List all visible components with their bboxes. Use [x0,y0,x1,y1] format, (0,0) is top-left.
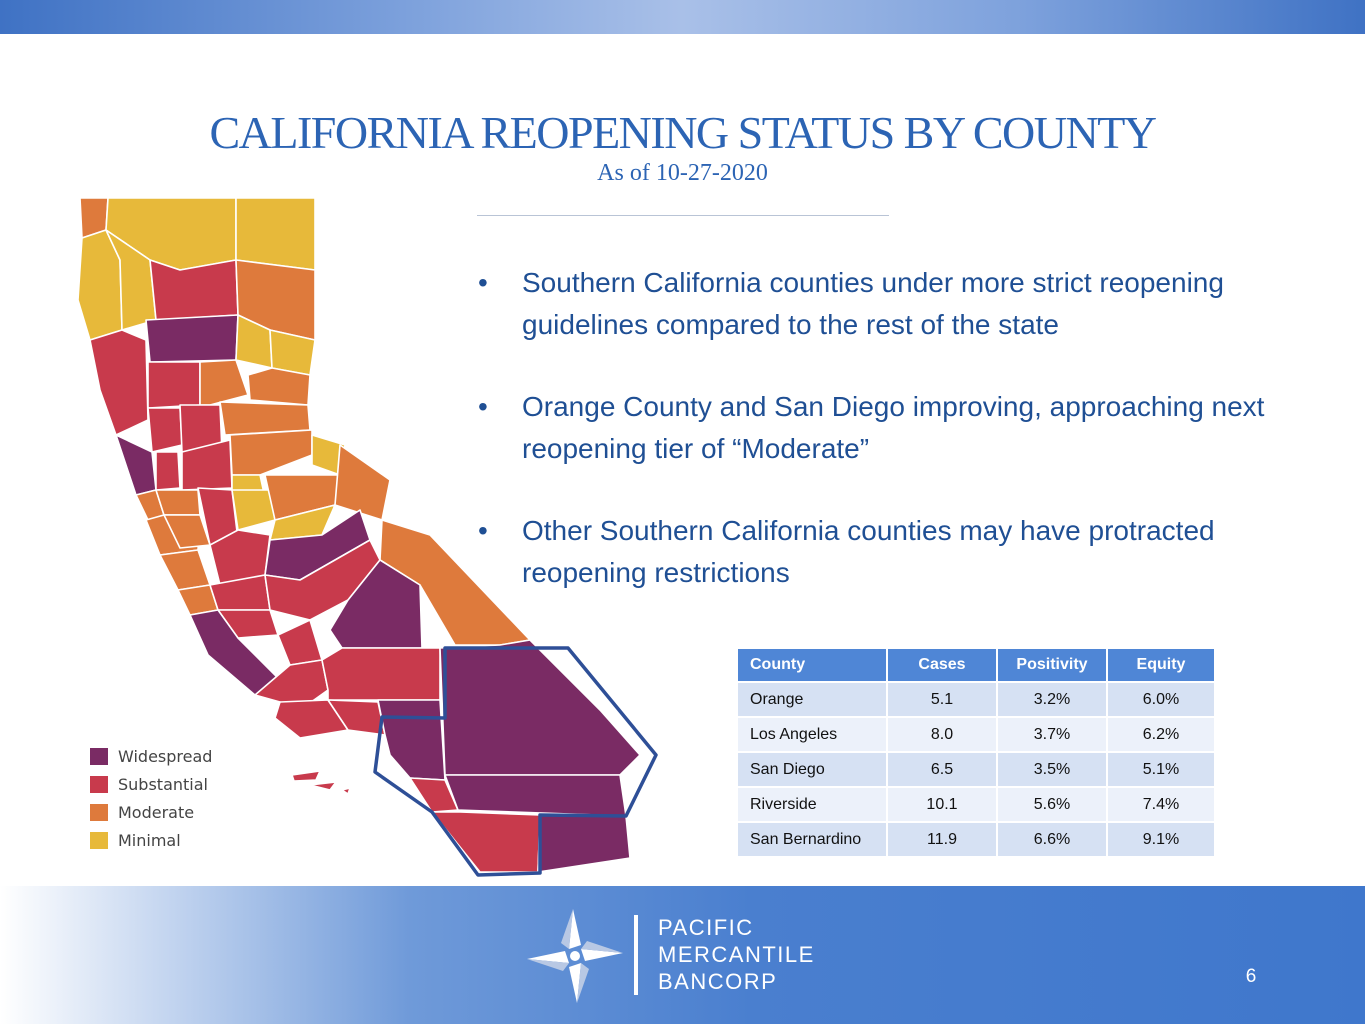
bullet-item: • Southern California counties under more… [476,262,1346,346]
slide-title: CALIFORNIA REOPENING STATUS BY COUNTY [209,107,1157,158]
title-separator [477,215,889,216]
bullet-dot-icon: • [478,391,488,422]
logo-line: PACIFIC [658,915,754,940]
table-header-equity: Equity [1108,649,1214,681]
county-los-angeles [377,699,446,781]
table-cell: San Bernardino [738,823,886,856]
top-banner [0,0,1365,34]
channel-island-1 [291,770,321,782]
table-cell: Orange [738,683,886,716]
county-imperial [537,814,631,873]
county-san-diego [431,811,541,873]
california-county-map [77,197,658,877]
legend-swatch [90,803,108,821]
county-solano [155,489,201,516]
bullet-item: • Other Southern California counties may … [476,510,1346,594]
bullet-dot-icon: • [478,267,488,298]
county-riverside [444,774,627,817]
county-kings [277,619,323,666]
table-cell: 11.9 [888,823,996,856]
county-santa-clara [159,549,211,591]
logo-line: MERCANTILE [658,942,815,967]
table-cell: 5.6% [998,788,1106,821]
county-mendocino [89,329,149,436]
legend-label: Moderate [118,802,195,822]
legend-swatch [90,831,108,849]
legend-item-minimal: Minimal [90,826,212,854]
county-calaveras [231,489,276,531]
table-cell: 5.1 [888,683,996,716]
table-row: San Diego 6.5 3.5% 5.1% [738,753,1214,786]
table-cell: 6.2% [1108,718,1214,751]
county-tehama [145,314,239,363]
pinwheel-logo-icon [527,909,623,1003]
county-san-bernardino [439,639,641,776]
table-row: San Bernardino 11.9 6.6% 9.1% [738,823,1214,856]
table-cell: San Diego [738,753,886,786]
bullet-text: Other Southern California counties may h… [522,515,1215,588]
table-header-county: County [738,649,886,681]
table-cell: 3.2% [998,683,1106,716]
legend-swatch [90,775,108,793]
footer-banner [0,886,1365,1024]
table-cell: 5.1% [1108,753,1214,786]
bullet-list: • Southern California counties under more… [476,262,1346,634]
table-row: Los Angeles 8.0 3.7% 6.2% [738,718,1214,751]
legend-item-widespread: Widespread [90,742,212,770]
bullet-text: Southern California counties under more … [522,267,1224,340]
table-cell: 9.1% [1108,823,1214,856]
county-santa-barbara [274,699,349,739]
legend-item-substantial: Substantial [90,770,212,798]
legend-item-moderate: Moderate [90,798,212,826]
county-modoc [235,197,316,271]
legend-swatch [90,747,108,765]
table-cell: 6.6% [998,823,1106,856]
channel-island-3 [341,787,351,795]
county-placer [219,401,311,436]
socal-highlight-outline [373,646,658,877]
legend-label: Minimal [118,830,181,850]
table-cell: 3.5% [998,753,1106,786]
table-cell: 6.5 [888,753,996,786]
county-mono [334,444,391,521]
page-number: 6 [1245,966,1257,987]
county-glenn-colusa [147,361,201,409]
bullet-dot-icon: • [478,515,488,546]
county-shasta [149,259,239,321]
table-header-cases: Cases [888,649,996,681]
bullet-item: • Orange County and San Diego improving, … [476,386,1346,470]
table-cell: 3.7% [998,718,1106,751]
company-logo-text: PACIFIC MERCANTILE BANCORP [658,914,815,995]
county-kern [321,647,441,701]
county-napa [155,451,181,491]
bullet-text: Orange County and San Diego improving, a… [522,391,1265,464]
county-sonoma [115,434,157,496]
county-lake [147,407,183,453]
county-butte [199,359,249,406]
table-header-row: County Cases Positivity Equity [738,649,1214,681]
county-metrics-table: County Cases Positivity Equity Orange 5.… [736,647,1216,858]
table-header-positivity: Positivity [998,649,1106,681]
logo-line: BANCORP [658,969,778,994]
table-cell: Riverside [738,788,886,821]
map-legend: Widespread Substantial Moderate Minimal [90,742,212,854]
legend-label: Widespread [118,746,213,766]
logo-divider [634,915,638,995]
table-cell: 10.1 [888,788,996,821]
county-eldorado [229,429,313,476]
legend-label: Substantial [118,774,208,794]
table-cell: 6.0% [1108,683,1214,716]
county-trinity [105,229,157,331]
channel-island-2 [309,781,337,791]
county-nevada [247,367,311,406]
table-cell: Los Angeles [738,718,886,751]
table-row: Orange 5.1 3.2% 6.0% [738,683,1214,716]
table-cell: 8.0 [888,718,996,751]
slide-subtitle: As of 10-27-2020 [597,160,768,186]
table-cell: 7.4% [1108,788,1214,821]
table-row: Riverside 10.1 5.6% 7.4% [738,788,1214,821]
